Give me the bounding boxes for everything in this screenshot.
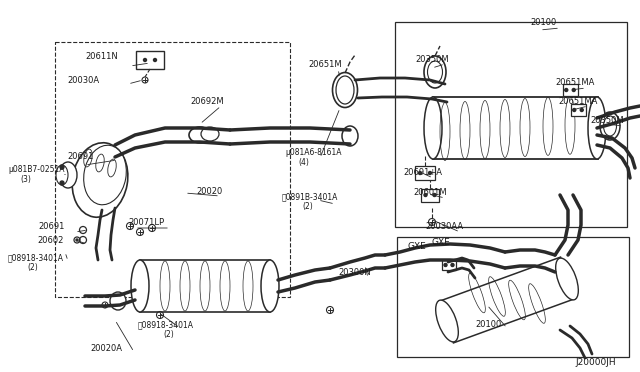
Bar [397,237,629,357]
Text: GXE: GXE [407,242,426,251]
Text: 20350M: 20350M [415,55,449,64]
Ellipse shape [56,165,68,185]
Ellipse shape [59,162,77,188]
Text: Ⓟ08918-3401A: Ⓟ08918-3401A [138,320,194,329]
Ellipse shape [428,61,442,83]
Text: 20020A: 20020A [90,344,122,353]
Ellipse shape [556,258,579,300]
Circle shape [573,109,576,112]
Ellipse shape [336,76,354,104]
Ellipse shape [84,145,126,205]
Ellipse shape [72,143,128,217]
Text: Ⓟ08918-3401A: Ⓟ08918-3401A [8,253,64,262]
Circle shape [564,89,568,92]
Ellipse shape [131,260,149,312]
Text: µ081A6-8161A: µ081A6-8161A [285,148,342,157]
Ellipse shape [588,97,606,159]
Ellipse shape [333,73,358,108]
Text: 20030AA: 20030AA [425,222,463,231]
Text: 20651MA: 20651MA [555,78,595,87]
Circle shape [580,109,583,112]
Text: 20100: 20100 [530,18,556,27]
Bar [433,97,598,159]
Text: 20030A: 20030A [67,76,99,85]
Ellipse shape [436,300,458,342]
Text: 20020: 20020 [196,187,222,196]
Text: 20691+A: 20691+A [403,168,442,177]
Bar [438,257,575,343]
Bar [136,51,164,69]
Text: 20100: 20100 [475,320,501,329]
Circle shape [419,171,422,174]
Text: 20651MA: 20651MA [558,97,597,106]
Ellipse shape [110,292,126,310]
Text: 20602: 20602 [37,236,63,245]
Bar [140,260,270,312]
Bar [563,84,577,96]
Ellipse shape [189,127,211,143]
Bar [55,42,290,297]
Text: (2): (2) [27,263,38,272]
Text: 20350M: 20350M [590,116,623,125]
Ellipse shape [424,56,446,88]
Bar [395,22,627,227]
Text: (3): (3) [20,175,31,184]
Text: J20000JH: J20000JH [575,358,616,367]
Text: Ⓟ0891B-3401A: Ⓟ0891B-3401A [282,192,339,201]
Circle shape [60,165,64,169]
Circle shape [424,193,427,196]
Text: (4): (4) [298,158,309,167]
Bar [442,260,456,270]
Bar [570,104,586,116]
Bar [421,189,439,202]
Circle shape [433,193,436,196]
Text: 20601M: 20601M [413,188,447,197]
Text: 20611N: 20611N [85,52,118,61]
Text: (2): (2) [163,330,173,339]
Text: µ081B7-0251A: µ081B7-0251A [8,165,65,174]
Text: 20691: 20691 [38,222,65,231]
Ellipse shape [261,260,279,312]
Bar [415,166,435,180]
Circle shape [154,58,157,61]
Text: 20692M: 20692M [190,97,223,106]
Text: 20651M: 20651M [308,60,342,69]
Circle shape [444,263,447,266]
Circle shape [451,263,454,266]
Circle shape [60,181,64,185]
Text: 20071LP: 20071LP [128,218,164,227]
Ellipse shape [600,112,620,140]
Ellipse shape [342,126,358,146]
Circle shape [429,171,431,174]
Text: (2): (2) [302,202,313,211]
Circle shape [76,239,78,241]
Text: GXE: GXE [432,238,451,247]
Ellipse shape [201,127,219,141]
Circle shape [143,58,147,61]
Text: 20691: 20691 [67,152,93,161]
Circle shape [572,89,575,92]
Text: 20300N: 20300N [338,268,371,277]
Ellipse shape [424,97,442,159]
